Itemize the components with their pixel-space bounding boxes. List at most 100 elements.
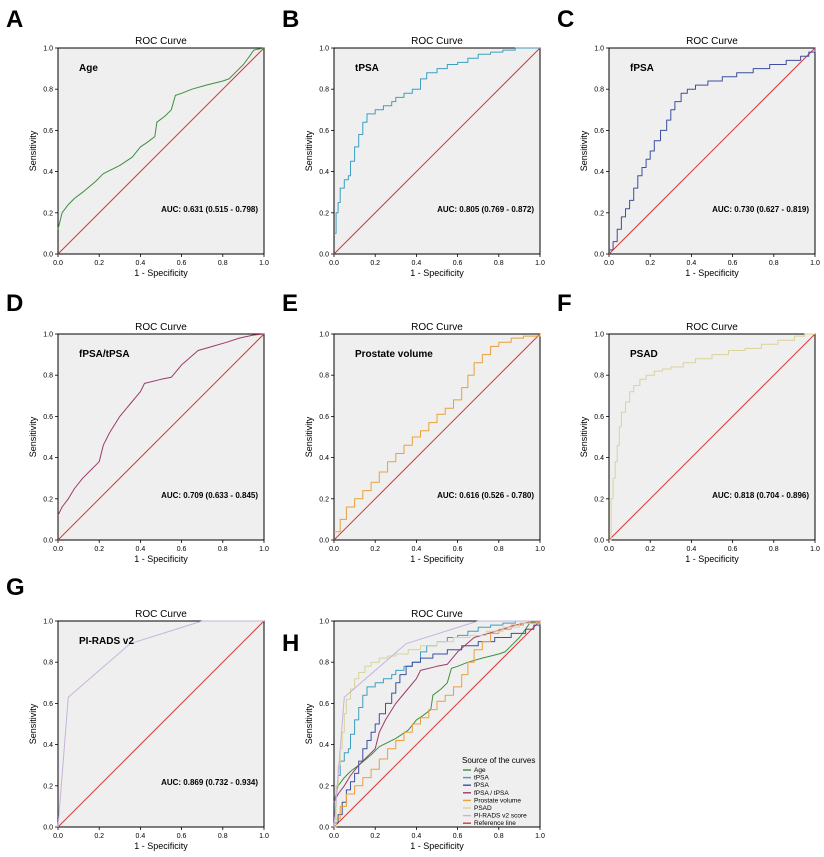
x-tick-label: 0.6 [177, 546, 187, 553]
y-tick-label: 0.8 [43, 373, 53, 380]
y-axis-label: Sensitivity [579, 130, 589, 171]
panel-letter-e: E [282, 290, 299, 317]
auc-annotation: AUC: 0.805 (0.769 - 0.872) [437, 205, 534, 214]
panel-letter-b: B [282, 6, 300, 33]
chart-title: ROC Curve [411, 36, 463, 47]
y-tick-label: 0.6 [319, 414, 329, 421]
x-tick-label: 0.0 [53, 546, 63, 553]
y-axis-label: Sensitivity [579, 416, 589, 457]
x-tick-label: 0.4 [136, 833, 146, 840]
reference-line [333, 47, 541, 255]
y-tick-label: 0.8 [319, 87, 329, 94]
y-tick-label: 0.0 [594, 538, 604, 545]
x-tick-label: 0.8 [494, 546, 504, 553]
x-axis-label: 1 - Specificity [410, 841, 464, 851]
x-tick-label: 1.0 [810, 260, 820, 267]
auc-annotation: AUC: 0.709 (0.633 - 0.845) [161, 491, 258, 500]
x-tick-label: 0.4 [687, 546, 697, 553]
y-tick-label: 0.4 [43, 455, 53, 462]
auc-annotation: AUC: 0.818 (0.704 - 0.896) [712, 491, 809, 500]
y-tick-label: 0.2 [319, 210, 329, 217]
y-tick-label: 1.0 [43, 332, 53, 339]
x-tick-label: 1.0 [535, 546, 545, 553]
x-tick-label: 0.6 [728, 546, 738, 553]
y-tick-label: 0.0 [319, 825, 329, 832]
y-tick-label: 1.0 [594, 332, 604, 339]
y-tick-label: 0.0 [319, 252, 329, 259]
legend-entry: tPSA [474, 775, 489, 782]
x-tick-label: 0.4 [412, 546, 422, 553]
y-tick-label: 1.0 [594, 46, 604, 53]
x-tick-label: 0.0 [53, 833, 63, 840]
x-tick-label: 0.2 [94, 546, 104, 553]
roc-curve-pi-rads-v2-score [333, 620, 540, 828]
y-axis-label: Sensitivity [28, 130, 38, 171]
x-tick-label: 0.4 [412, 833, 422, 840]
x-tick-label: 0.8 [769, 546, 779, 553]
curve-label: tPSA [355, 63, 379, 74]
y-tick-label: 0.6 [43, 701, 53, 708]
roc-curve-psad [334, 620, 540, 828]
x-tick-label: 1.0 [535, 260, 545, 267]
y-tick-label: 0.0 [43, 538, 53, 545]
auc-annotation: AUC: 0.616 (0.526 - 0.780) [437, 491, 534, 500]
x-tick-label: 0.2 [370, 260, 380, 267]
chart-title: ROC Curve [686, 36, 738, 47]
x-tick-label: 0.4 [136, 546, 146, 553]
curve-label: Prostate volume [355, 349, 433, 360]
x-tick-label: 0.0 [53, 260, 63, 267]
x-tick-label: 0.8 [218, 260, 228, 267]
reference-line [57, 620, 265, 828]
x-tick-label: 1.0 [810, 546, 820, 553]
roc-curve-tpsa [334, 47, 540, 234]
x-tick-label: 0.2 [645, 546, 655, 553]
y-tick-label: 0.8 [594, 87, 604, 94]
reference-line [608, 47, 816, 255]
y-tick-label: 0.0 [43, 825, 53, 832]
y-tick-label: 0.0 [594, 252, 604, 259]
y-tick-label: 0.8 [594, 373, 604, 380]
y-tick-label: 0.6 [43, 128, 53, 135]
x-tick-label: 0.6 [177, 833, 187, 840]
y-tick-label: 0.2 [594, 496, 604, 503]
reference-line [333, 620, 541, 828]
reference-line [57, 47, 265, 255]
y-tick-label: 0.8 [43, 660, 53, 667]
panel-letter-f: F [557, 290, 572, 317]
legend-entry: PSAD [474, 805, 492, 812]
curve-label: fPSA [630, 63, 654, 74]
roc-curve-fpsa-tpsa [57, 333, 265, 516]
roc-chart-f: ROC Curve 0.00.0 0.2 0.2 0.4 0.4 0.6 0.6 0.8 0.8 1… [579, 322, 820, 564]
y-tick-label: 0.8 [319, 373, 329, 380]
y-tick-label: 0.8 [43, 87, 53, 94]
roc-curve-prostate-volume [334, 334, 541, 533]
y-tick-label: 0.4 [43, 169, 53, 176]
y-tick-label: 1.0 [319, 46, 329, 53]
roc-chart-c: ROC Curve 0.00.0 0.2 0.2 0.4 0.4 0.6 0.6 0.8 0.8 1… [579, 36, 820, 278]
x-axis-label: 1 - Specificity [410, 268, 464, 278]
y-tick-label: 0.6 [43, 414, 53, 421]
legend-entry: Age [474, 767, 486, 774]
curve-label: fPSA/tPSA [79, 349, 130, 360]
y-tick-label: 0.6 [319, 128, 329, 135]
x-axis-label: 1 - Specificity [134, 268, 188, 278]
y-tick-label: 0.0 [43, 252, 53, 259]
y-tick-label: 0.6 [594, 414, 604, 421]
roc-curve-tpsa [334, 620, 540, 807]
x-tick-label: 1.0 [259, 260, 269, 267]
y-tick-label: 0.4 [319, 455, 329, 462]
x-tick-label: 0.8 [769, 260, 779, 267]
x-tick-label: 0.8 [218, 546, 228, 553]
y-tick-label: 0.2 [43, 496, 53, 503]
x-tick-label: 0.8 [218, 833, 228, 840]
y-tick-label: 1.0 [319, 619, 329, 626]
x-tick-label: 0.2 [645, 260, 655, 267]
panel-letter-c: C [557, 6, 575, 33]
x-tick-label: 0.2 [94, 833, 104, 840]
reference-line [333, 333, 541, 541]
x-axis-label: 1 - Specificity [685, 554, 739, 564]
x-axis-label: 1 - Specificity [410, 554, 464, 564]
panel-letter-g: G [6, 574, 25, 601]
chart-title: ROC Curve [686, 322, 738, 333]
